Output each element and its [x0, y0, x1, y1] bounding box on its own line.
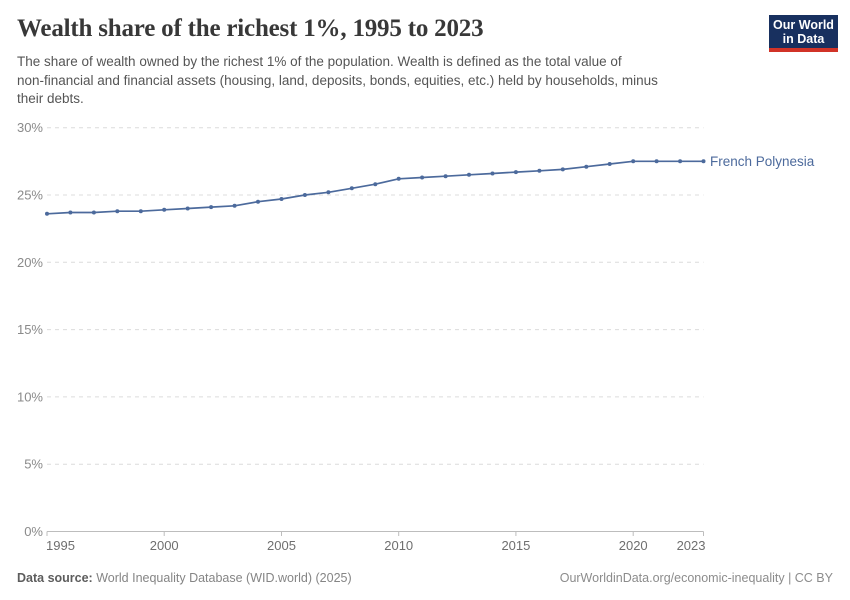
data-point — [560, 167, 565, 172]
data-point — [373, 182, 378, 187]
owid-logo[interactable]: Our World in Data — [769, 15, 838, 52]
data-point — [654, 159, 659, 164]
data-point — [513, 170, 518, 175]
data-point — [396, 176, 401, 181]
data-point — [443, 174, 448, 179]
chart-subtitle: The share of wealth owned by the richest… — [17, 53, 658, 109]
data-point — [349, 186, 354, 191]
data-point — [68, 210, 73, 215]
data-point — [678, 159, 683, 164]
x-axis-tick-label: 2015 — [501, 538, 530, 553]
subtitle-line: The share of wealth owned by the richest… — [17, 54, 622, 69]
data-point — [584, 164, 589, 169]
owid-logo-text: Our World in Data — [769, 15, 838, 48]
page-title: Wealth share of the richest 1%, 1995 to … — [17, 15, 484, 42]
data-point — [256, 199, 260, 204]
data-point — [537, 168, 542, 173]
data-point — [420, 175, 425, 180]
data-point — [631, 159, 636, 164]
x-axis-tick-label: 2000 — [150, 538, 179, 553]
data-point — [302, 193, 307, 197]
data-point — [701, 159, 706, 164]
y-axis-tick-label: 30% — [17, 120, 43, 135]
y-axis-tick-label: 5% — [24, 457, 43, 472]
data-point — [607, 162, 612, 166]
data-line — [46, 160, 704, 215]
x-axis-tick-label: 2023 — [677, 538, 706, 553]
data-point — [185, 206, 190, 211]
x-axis-tick-label: 2005 — [267, 538, 296, 553]
data-point — [138, 209, 143, 214]
y-axis-tick-label: 0% — [24, 524, 43, 539]
y-axis-tick-label: 10% — [17, 389, 43, 404]
data-point — [91, 210, 96, 215]
data-point — [232, 203, 237, 208]
data-point — [490, 171, 495, 176]
y-axis-tick-label: 20% — [17, 255, 43, 270]
owid-logo-line2: in Data — [782, 32, 825, 46]
series-label[interactable]: French Polynesia — [710, 154, 815, 169]
data-point — [326, 190, 331, 195]
credit-link[interactable]: OurWorldinData.org/economic-inequality |… — [559, 571, 833, 585]
subtitle-line: non-financial and financial assets (hous… — [17, 72, 658, 88]
data-point — [162, 207, 167, 212]
data-point — [279, 197, 284, 201]
data-point — [115, 209, 120, 214]
data-point — [45, 211, 49, 216]
data-source-note: Data source: World Inequality Database (… — [17, 571, 352, 585]
subtitle-line: their debts. — [17, 91, 84, 106]
data-source-label: Data source: — [17, 571, 93, 585]
data-point — [209, 205, 214, 210]
data-source-value: World Inequality Database (WID.world) (2… — [92, 571, 352, 585]
owid-logo-redbar — [769, 48, 838, 52]
y-axis-tick-label: 15% — [17, 322, 43, 337]
y-axis-tick-label: 25% — [17, 188, 43, 203]
x-axis-tick-label: 2010 — [384, 538, 413, 553]
data-point — [467, 172, 471, 177]
x-axis-tick-label: 2020 — [619, 538, 648, 553]
owid-logo-line1: Our World — [773, 18, 834, 32]
x-axis-tick-label: 1995 — [46, 538, 75, 553]
